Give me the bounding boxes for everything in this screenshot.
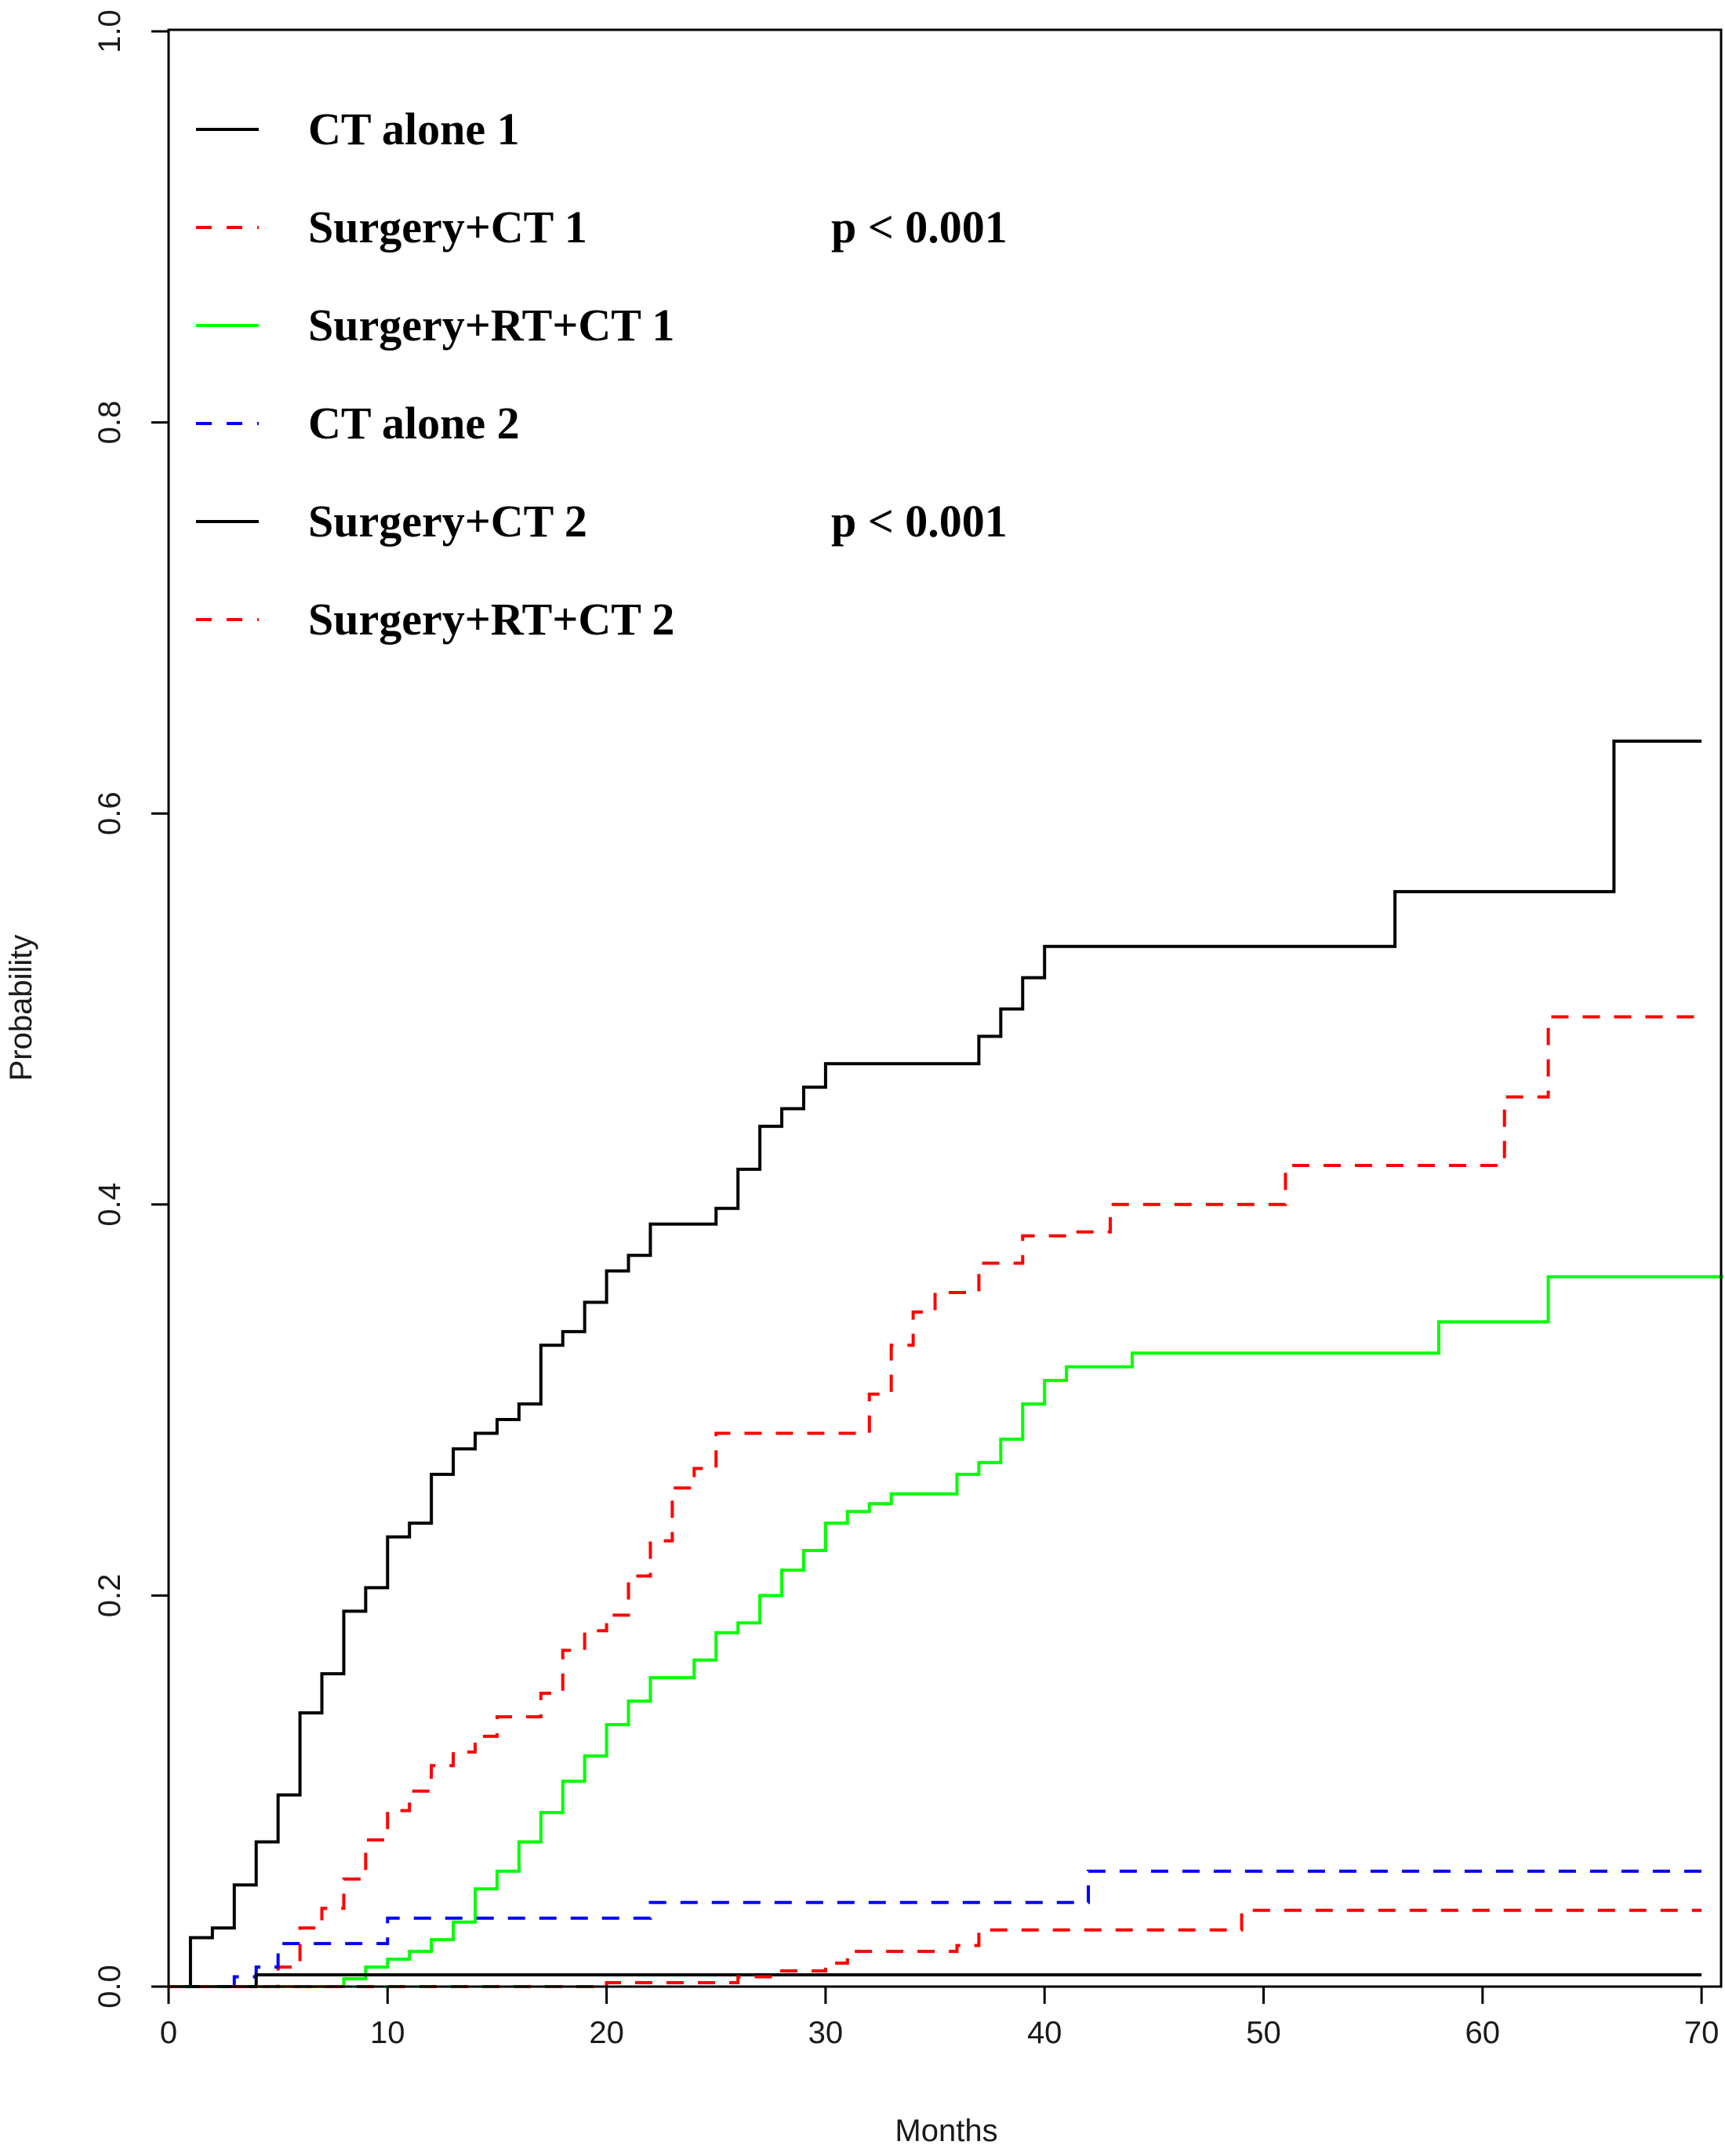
plot-frame [167,28,1723,1988]
x-tick-label: 30 [808,2016,844,2050]
y-tick-label: 0.0 [93,1965,127,2009]
y-tick-label: 1.0 [93,9,127,53]
y-tick-label: 0.6 [93,791,127,835]
x-axis-label: Months [895,2114,997,2148]
legend-label: CT alone 1 [308,104,520,155]
y-tick-label: 0.4 [93,1183,127,1227]
series-line-6 [169,1908,1702,1988]
x-tick-label: 50 [1246,2016,1281,2050]
x-tick-label: 60 [1465,2016,1501,2050]
x-axis: 0 10 20 30 40 50 60 70 [160,1987,1719,2050]
legend-label: Surgery+CT 2 [308,496,587,547]
x-tick-label: 0 [160,2016,177,2050]
legend-label: Surgery+RT+CT 1 [308,300,674,351]
legend-label: Surgery+RT+CT 2 [308,594,674,645]
series-line-4 [169,1869,1702,1988]
x-tick-label: 10 [370,2016,405,2050]
y-axis-label: Probability [4,935,38,1082]
series-line-3 [169,1275,1724,1988]
y-tick-label: 0.8 [93,401,127,445]
x-tick-label: 20 [589,2016,624,2050]
x-tick-label: 70 [1684,2016,1720,2050]
series-line-2 [169,1015,1702,1988]
legend: CT alone 1 Surgery+CT 1 Surgery+RT+CT 1 CT … [196,104,1008,645]
p-value-annotation: p < 0.001 [831,202,1008,253]
legend-label: CT alone 2 [308,398,520,449]
x-tick-label: 40 [1027,2016,1062,2050]
y-axis: 0.0 0.2 0.4 0.6 0.8 1.0 [93,9,169,2009]
p-value-annotation: p < 0.001 [831,496,1008,547]
series-line-1 [169,739,1702,1988]
y-tick-label: 0.2 [93,1574,127,1618]
legend-label: Surgery+CT 1 [308,202,587,253]
